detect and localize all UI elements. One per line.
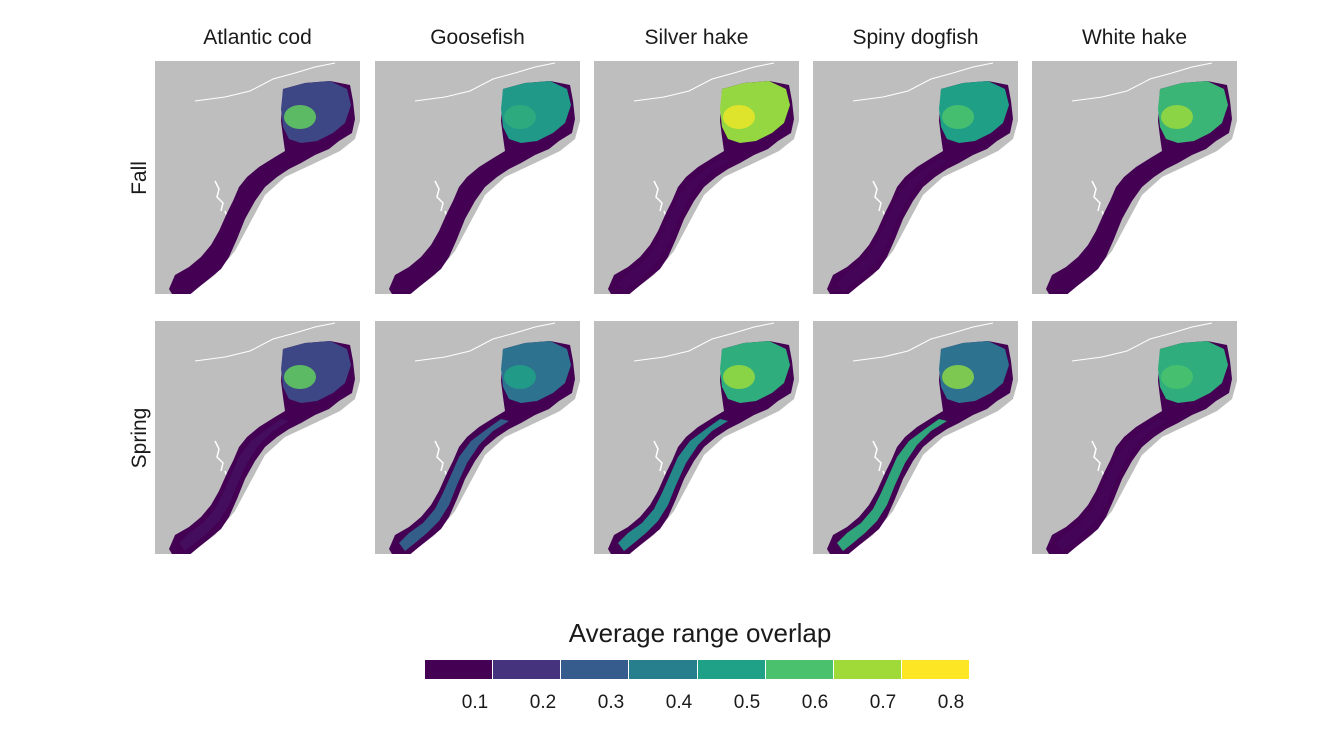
state-border bbox=[1071, 62, 1213, 102]
legend-swatch bbox=[765, 660, 834, 679]
legend-tick-label: 0.2 bbox=[529, 692, 557, 713]
map-panel-spring-atlantic-cod bbox=[155, 321, 360, 554]
ocean-area bbox=[594, 341, 799, 554]
state-border bbox=[852, 62, 994, 102]
legend-colorbar bbox=[425, 660, 969, 679]
map-panel-fall-atlantic-cod bbox=[155, 61, 360, 294]
southern-shelf-overlap bbox=[618, 159, 728, 291]
col-title-silver-hake: Silver hake bbox=[644, 26, 749, 49]
ocean-area bbox=[594, 81, 799, 294]
map-panel-fall-goosefish bbox=[375, 61, 580, 294]
overlap-hotspot bbox=[723, 365, 755, 389]
overlap-hotspot bbox=[1161, 105, 1193, 129]
map-svg bbox=[155, 61, 360, 294]
map-svg bbox=[375, 61, 580, 294]
legend-tick-label: 0.6 bbox=[801, 692, 829, 713]
col-title-goosefish: Goosefish bbox=[430, 26, 525, 49]
state-border bbox=[1071, 322, 1213, 362]
map-svg bbox=[155, 321, 360, 554]
southern-shelf-overlap bbox=[837, 159, 947, 291]
overlap-hotspot bbox=[942, 105, 974, 129]
state-border bbox=[194, 62, 336, 102]
map-panel-spring-silver-hake bbox=[594, 321, 799, 554]
map-svg bbox=[813, 321, 1018, 554]
legend-tick-label: 0.4 bbox=[665, 692, 693, 713]
southern-shelf-overlap bbox=[1056, 159, 1166, 291]
row-label-spring: Spring bbox=[128, 407, 151, 469]
southern-shelf-overlap bbox=[837, 419, 947, 551]
map-svg bbox=[1032, 321, 1237, 554]
state-border bbox=[633, 322, 775, 362]
overlap-hotspot bbox=[504, 105, 536, 129]
southern-shelf-overlap bbox=[399, 419, 509, 551]
southern-shelf-overlap bbox=[1056, 419, 1166, 551]
col-title-spiny-dogfish: Spiny dogfish bbox=[852, 26, 979, 49]
legend-swatch bbox=[425, 660, 494, 679]
legend-title: Average range overlap bbox=[568, 618, 832, 648]
state-border bbox=[414, 322, 556, 362]
overlap-hotspot bbox=[1161, 365, 1193, 389]
map-panel-spring-goosefish bbox=[375, 321, 580, 554]
southern-shelf-overlap bbox=[179, 419, 289, 551]
row-label-fall: Fall bbox=[128, 161, 151, 195]
southern-shelf-overlap bbox=[618, 419, 728, 551]
overlap-hotspot bbox=[504, 365, 536, 389]
overlap-hotspot bbox=[723, 105, 755, 129]
map-panel-spring-white-hake bbox=[1032, 321, 1237, 554]
map-svg bbox=[594, 321, 799, 554]
ocean-area bbox=[155, 81, 360, 294]
southern-shelf-overlap bbox=[399, 159, 509, 291]
ocean-area bbox=[813, 341, 1018, 554]
ocean-area bbox=[375, 341, 580, 554]
map-panel-fall-spiny-dogfish bbox=[813, 61, 1018, 294]
overlap-hotspot bbox=[284, 105, 316, 129]
overlap-hotspot bbox=[284, 365, 316, 389]
overlap-hotspot bbox=[942, 365, 974, 389]
ocean-area bbox=[155, 341, 360, 554]
map-panel-fall-silver-hake bbox=[594, 61, 799, 294]
legend-swatch bbox=[833, 660, 902, 679]
ocean-area bbox=[813, 81, 1018, 294]
map-panel-fall-white-hake bbox=[1032, 61, 1237, 294]
legend-tick-label: 0.3 bbox=[597, 692, 625, 713]
map-svg bbox=[375, 321, 580, 554]
legend-swatch bbox=[493, 660, 562, 679]
southern-shelf-overlap bbox=[179, 159, 289, 291]
state-border bbox=[414, 62, 556, 102]
col-title-atlantic-cod: Atlantic cod bbox=[203, 26, 312, 49]
state-border bbox=[194, 322, 336, 362]
legend-tick-label: 0.5 bbox=[733, 692, 761, 713]
map-svg bbox=[594, 61, 799, 294]
legend-tick-label: 0.1 bbox=[461, 692, 489, 713]
map-svg bbox=[813, 61, 1018, 294]
legend-swatch bbox=[561, 660, 630, 679]
ocean-area bbox=[1032, 81, 1237, 294]
col-title-white-hake: White hake bbox=[1081, 26, 1188, 49]
map-svg bbox=[1032, 61, 1237, 294]
legend-tick-label: 0.7 bbox=[869, 692, 897, 713]
legend-swatch bbox=[629, 660, 698, 679]
legend-swatch bbox=[697, 660, 766, 679]
map-panel-spring-spiny-dogfish bbox=[813, 321, 1018, 554]
legend-swatch bbox=[901, 660, 969, 679]
state-border bbox=[633, 62, 775, 102]
state-border bbox=[852, 322, 994, 362]
legend-tick-label: 0.8 bbox=[937, 692, 965, 713]
ocean-area bbox=[375, 81, 580, 294]
ocean-area bbox=[1032, 341, 1237, 554]
